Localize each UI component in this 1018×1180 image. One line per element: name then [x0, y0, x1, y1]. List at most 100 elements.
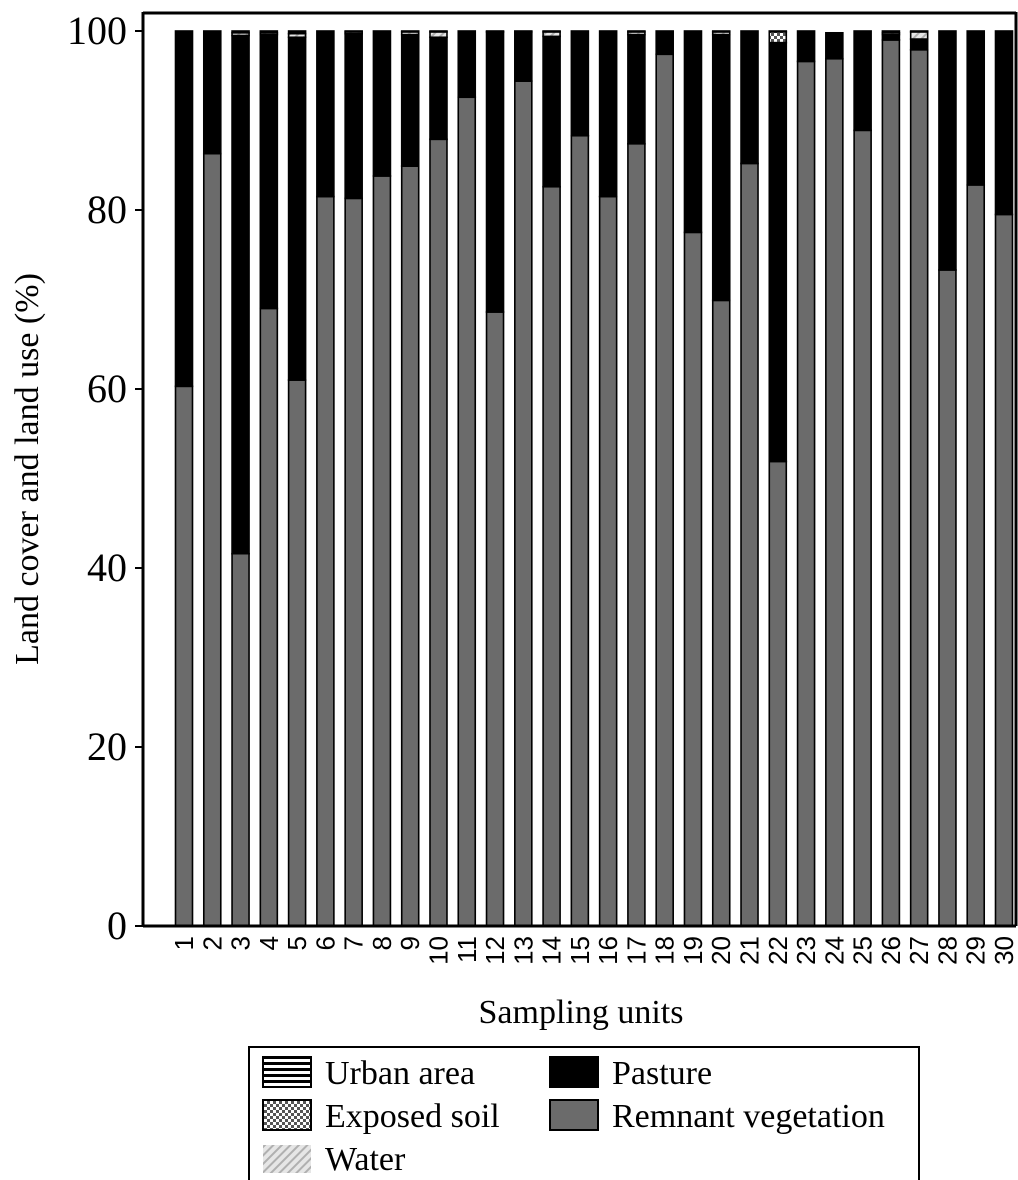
bar-remnant-vegetation-unit-17 — [627, 142, 646, 927]
y-tick-label-100: 100 — [67, 8, 127, 53]
bar-pasture-unit-18 — [655, 30, 674, 56]
bar-pasture-unit-12 — [485, 31, 505, 313]
bar-remnant-vegetation-unit-19 — [683, 231, 703, 927]
bar-pasture-unit-23 — [796, 30, 816, 63]
legend-label-remnant-vegetation: Remnant vegetation — [612, 1098, 885, 1135]
x-tick-label-23: 23 — [791, 936, 821, 965]
bar-urban-area-unit-10 — [429, 30, 448, 33]
bar-pasture-unit-22 — [768, 41, 788, 463]
bar-remnant-vegetation-unit-3 — [231, 552, 250, 927]
x-tick-label-21: 21 — [735, 936, 765, 965]
bar-remnant-vegetation-unit-21 — [740, 162, 759, 927]
x-ticks-group: 1234567891011121314151617181920212223242… — [169, 936, 1018, 965]
bar-pasture-unit-15 — [570, 30, 590, 137]
bar-remnant-vegetation-unit-11 — [457, 96, 477, 927]
bar-urban-area-unit-14 — [542, 30, 561, 33]
x-tick-label-20: 20 — [706, 936, 736, 965]
bars-group — [174, 30, 1014, 927]
x-tick-label-17: 17 — [621, 936, 651, 965]
x-tick-label-3: 3 — [226, 936, 256, 950]
bar-remnant-vegetation-unit-29 — [966, 184, 986, 927]
x-tick-label-14: 14 — [537, 936, 567, 965]
x-tick-label-24: 24 — [819, 936, 849, 965]
x-tick-label-28: 28 — [932, 936, 962, 965]
x-tick-label-15: 15 — [565, 936, 595, 965]
bar-remnant-vegetation-unit-30 — [994, 213, 1014, 927]
bar-pasture-unit-2 — [202, 30, 222, 155]
bar-pasture-unit-6 — [316, 30, 335, 198]
bar-pasture-unit-24 — [825, 31, 844, 60]
x-tick-label-25: 25 — [848, 936, 878, 965]
bar-remnant-vegetation-unit-4 — [259, 307, 279, 927]
bar-remnant-vegetation-unit-8 — [372, 175, 392, 927]
bar-urban-area-unit-4 — [259, 30, 279, 34]
legend-label-urban-area: Urban area — [325, 1055, 475, 1092]
bar-urban-area-unit-5 — [287, 30, 307, 35]
bar-urban-area-unit-13 — [514, 30, 533, 33]
bar-pasture-unit-25 — [853, 30, 872, 132]
bar-remnant-vegetation-unit-23 — [796, 60, 816, 927]
y-tick-label-0: 0 — [107, 903, 127, 948]
legend-swatch-exposed-soil — [262, 1099, 312, 1131]
x-tick-label-30: 30 — [989, 936, 1018, 965]
bar-pasture-unit-26 — [881, 33, 901, 41]
bar-pasture-unit-19 — [683, 30, 703, 234]
bar-remnant-vegetation-unit-25 — [853, 129, 872, 927]
y-tick-label-40: 40 — [87, 545, 127, 590]
bar-remnant-vegetation-unit-28 — [938, 269, 957, 927]
bar-pasture-unit-17 — [627, 33, 646, 145]
bar-urban-area-unit-3 — [231, 30, 250, 34]
x-tick-label-11: 11 — [452, 936, 482, 963]
bar-remnant-vegetation-unit-10 — [429, 138, 448, 927]
x-tick-label-19: 19 — [678, 936, 708, 965]
legend-swatch-water — [263, 1145, 311, 1173]
bar-urban-area-unit-22 — [768, 30, 788, 33]
x-tick-label-6: 6 — [310, 936, 340, 950]
bar-water-unit-27 — [909, 31, 929, 40]
y-tick-label-60: 60 — [87, 366, 127, 411]
x-tick-label-27: 27 — [904, 936, 934, 965]
y-tick-label-20: 20 — [87, 724, 127, 769]
bar-exposed-soil-unit-22 — [768, 31, 788, 44]
bar-pasture-unit-3 — [231, 34, 250, 555]
legend-label-water: Water — [325, 1141, 406, 1178]
legend-swatch-pasture — [549, 1056, 599, 1088]
bar-remnant-vegetation-unit-24 — [825, 57, 844, 927]
x-tick-label-18: 18 — [650, 936, 680, 965]
bar-pasture-unit-30 — [994, 30, 1014, 216]
bar-pasture-unit-13 — [514, 31, 533, 82]
x-tick-label-5: 5 — [282, 936, 312, 950]
y-tick-label-80: 80 — [87, 187, 127, 232]
legend-label-exposed-soil: Exposed soil — [325, 1098, 500, 1135]
legend-swatch-urban-area — [262, 1056, 312, 1088]
bar-urban-area-unit-17 — [627, 30, 646, 33]
bar-remnant-vegetation-unit-22 — [768, 460, 788, 927]
bar-pasture-unit-29 — [966, 30, 986, 186]
bar-remnant-vegetation-unit-2 — [202, 152, 222, 927]
bar-urban-area-unit-9 — [400, 30, 420, 33]
x-tick-label-10: 10 — [424, 936, 454, 965]
x-tick-label-16: 16 — [593, 936, 623, 965]
bar-pasture-unit-20 — [711, 33, 731, 302]
bar-remnant-vegetation-unit-6 — [316, 195, 335, 927]
bar-remnant-vegetation-unit-12 — [485, 311, 505, 927]
bar-pasture-unit-14 — [542, 35, 561, 188]
bar-pasture-unit-16 — [598, 30, 618, 198]
bar-remnant-vegetation-unit-20 — [711, 299, 731, 927]
x-tick-label-4: 4 — [254, 936, 284, 950]
x-tick-label-2: 2 — [197, 936, 227, 950]
bar-remnant-vegetation-unit-16 — [598, 195, 618, 927]
y-axis-label: Land cover and land use (%) — [9, 273, 46, 665]
x-axis-label: Sampling units — [479, 994, 684, 1031]
bar-pasture-unit-4 — [259, 33, 279, 310]
bar-remnant-vegetation-unit-15 — [570, 134, 590, 927]
bar-pasture-unit-9 — [400, 33, 420, 167]
bar-urban-area-unit-26 — [881, 30, 901, 34]
x-tick-label-26: 26 — [876, 936, 906, 965]
bar-remnant-vegetation-unit-7 — [344, 197, 363, 927]
legend: Urban area Pasture Exposed soil Remnant … — [248, 1046, 920, 1180]
bar-urban-area-unit-20 — [711, 30, 731, 33]
x-tick-label-1: 1 — [169, 936, 199, 950]
x-tick-label-12: 12 — [480, 936, 510, 965]
